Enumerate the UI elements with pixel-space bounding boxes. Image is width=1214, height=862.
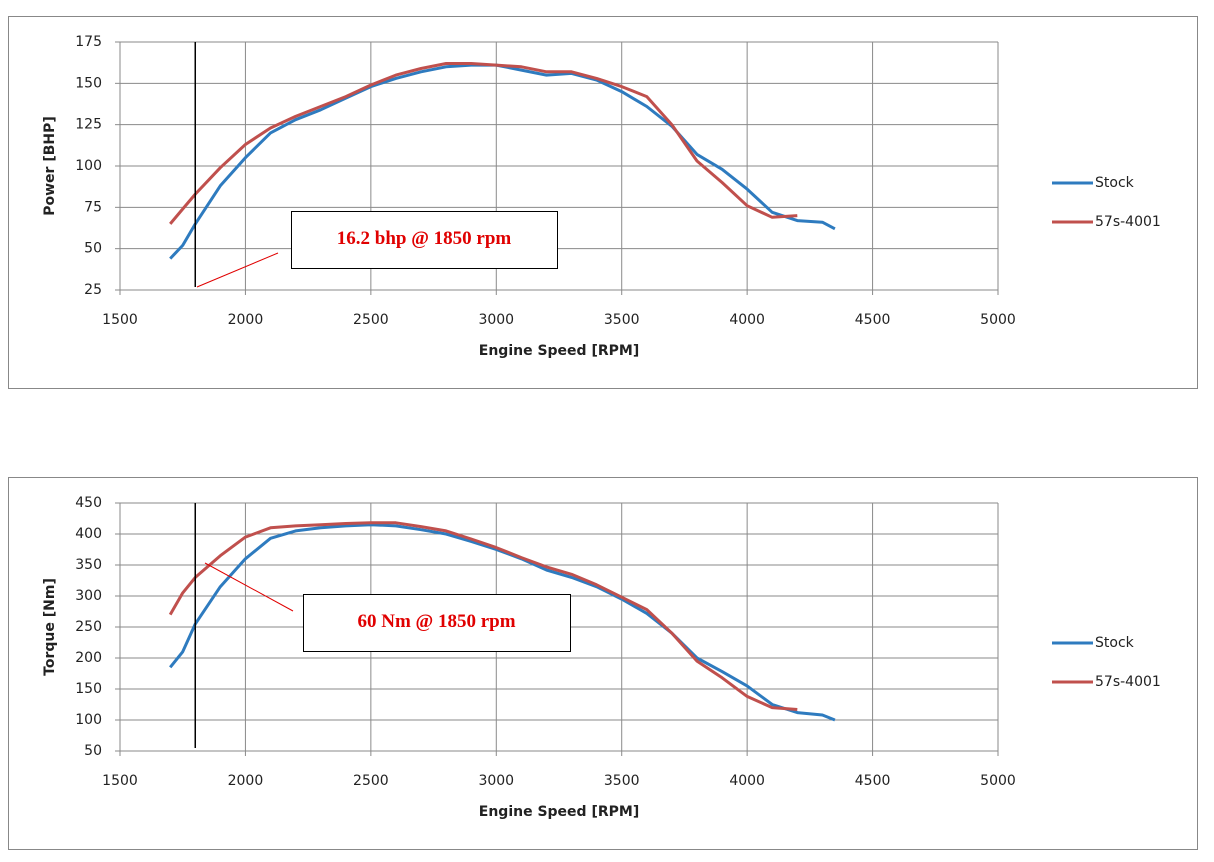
y-tick-label: 150 (75, 75, 102, 91)
x-tick-label: 2000 (228, 773, 264, 789)
y-axis-title: Torque [Nm] (42, 578, 58, 676)
y-tick-label: 200 (75, 650, 102, 666)
chart-frame (8, 477, 1198, 850)
y-tick-label: 350 (75, 557, 102, 573)
legend-label: 57s-4001 (1095, 674, 1161, 690)
y-tick-label: 450 (75, 495, 102, 511)
x-tick-label: 2000 (228, 312, 264, 328)
legend-label: 57s-4001 (1095, 214, 1161, 230)
x-tick-label: 2500 (353, 773, 389, 789)
y-tick-label: 50 (84, 743, 102, 759)
x-axis-title: Engine Speed [RPM] (479, 343, 639, 359)
y-tick-label: 75 (84, 199, 102, 215)
y-tick-label: 175 (75, 34, 102, 50)
y-axis-title: Power [BHP] (42, 116, 58, 216)
y-tick-label: 400 (75, 526, 102, 542)
y-tick-label: 250 (75, 619, 102, 635)
x-tick-label: 4500 (855, 312, 891, 328)
legend-label: Stock (1095, 635, 1135, 651)
x-tick-label: 4500 (855, 773, 891, 789)
x-tick-label: 3500 (604, 312, 640, 328)
annotation-leader (196, 252, 279, 288)
x-axis-title: Engine Speed [RPM] (479, 804, 639, 820)
annotation: 16.2 bhp @ 1850 rpm (337, 228, 512, 249)
y-tick-label: 150 (75, 681, 102, 697)
x-tick-label: 3500 (604, 773, 640, 789)
series-line (169, 62, 798, 225)
x-tick-label: 4000 (729, 773, 765, 789)
legend-label: Stock (1095, 175, 1135, 191)
chart-frame (8, 16, 1198, 389)
annotation-box (291, 211, 558, 269)
y-tick-label: 300 (75, 588, 102, 604)
annotation: 60 Nm @ 1850 rpm (357, 611, 515, 632)
x-tick-label: 1500 (102, 773, 138, 789)
x-tick-label: 1500 (102, 312, 138, 328)
annotation-box (303, 594, 571, 652)
x-tick-label: 3000 (478, 773, 514, 789)
x-tick-label: 3000 (478, 312, 514, 328)
y-tick-label: 25 (84, 282, 102, 298)
series-line (168, 521, 798, 711)
x-tick-label: 2500 (353, 312, 389, 328)
y-tick-label: 100 (75, 158, 102, 174)
annotation-leader (204, 562, 294, 612)
x-tick-label: 5000 (980, 312, 1016, 328)
y-tick-label: 100 (75, 712, 102, 728)
series-line (169, 523, 836, 722)
x-tick-label: 5000 (980, 773, 1016, 789)
y-tick-label: 125 (75, 117, 102, 133)
x-tick-label: 4000 (729, 312, 765, 328)
y-tick-label: 50 (84, 241, 102, 257)
